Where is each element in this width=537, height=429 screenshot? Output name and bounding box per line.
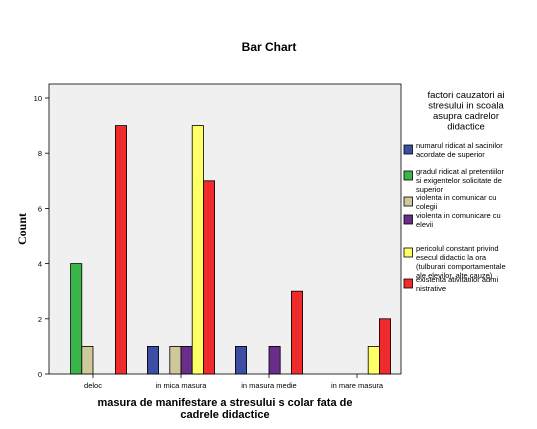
legend-label-line: numarul ridicat al sacinilor — [416, 141, 503, 150]
legend-label-line: elevii — [416, 220, 433, 229]
x-axis-label-line: masura de manifestare a stresului s cola… — [98, 397, 353, 409]
y-axis-label: Count — [15, 213, 29, 245]
bar — [234, 345, 247, 375]
x-tick-label: deloc — [84, 381, 102, 390]
legend-swatch — [403, 144, 413, 155]
y-tick-label: 4 — [38, 260, 42, 269]
legend-label-line: gradul ridicat al pretentiilor — [416, 167, 504, 176]
bar — [180, 345, 193, 375]
legend-swatch — [403, 170, 413, 181]
legend-title-line: didactice — [447, 122, 485, 133]
bar — [378, 318, 391, 375]
x-tick-label: in mare masura — [331, 381, 384, 390]
x-axis-label-line: cadrele didactice — [180, 409, 269, 421]
y-tick-label: 2 — [38, 315, 42, 324]
bar — [146, 345, 159, 375]
legend-label-line: violenta in comunicar cu — [416, 193, 496, 202]
legend-label-line: esecul didactic la ora — [416, 253, 487, 262]
y-axis: 0 2 4 6 8 10 — [34, 94, 49, 379]
legend-swatch — [403, 247, 413, 258]
bar — [115, 125, 128, 375]
x-axis: deloc in mica masura in masura medie in mar… — [84, 374, 384, 390]
y-tick-label: 0 — [38, 370, 42, 379]
legend-label-line: (tulburari comportamentale — [416, 262, 506, 271]
bar — [169, 345, 182, 375]
legend-label-line: superior — [416, 185, 444, 194]
legend-label-line: colegii — [416, 202, 438, 211]
legend-swatch — [403, 278, 413, 289]
legend-title-line: asupra cadrelor — [433, 111, 499, 122]
legend-swatch — [403, 196, 413, 207]
y-tick-label: 10 — [34, 94, 42, 103]
bar — [202, 180, 215, 375]
x-tick-label: in masura medie — [241, 381, 296, 390]
bar — [367, 345, 380, 375]
bar — [81, 345, 94, 375]
legend-label-line: nistrative — [416, 284, 446, 293]
y-tick-label: 6 — [38, 204, 42, 213]
bar — [268, 345, 281, 375]
bar — [191, 125, 204, 375]
bars — [70, 125, 391, 375]
x-tick-label: in mica masura — [156, 381, 208, 390]
bar — [70, 263, 83, 375]
legend-label-line: acordate de superior — [416, 150, 485, 159]
legend-swatch — [403, 214, 413, 225]
y-tick-label: 8 — [38, 149, 42, 158]
chart-title: Bar Chart — [242, 40, 297, 54]
legend-label-line: existenta ativitatilor admi — [416, 275, 498, 284]
legend-label-line: pericolul constant privind — [416, 244, 499, 253]
legend-label-line: violenta in comunicare cu — [416, 211, 501, 220]
legend-label-line: si exigentelor solicitate de — [416, 176, 502, 185]
legend-title-line: stresului in scoala — [428, 101, 504, 112]
legend-title-line: factori cauzatori ai — [427, 90, 504, 101]
legend-label-line: ale elevilor, alte cauze) — [416, 271, 493, 280]
bar — [290, 290, 303, 375]
plot-area — [48, 83, 402, 375]
x-axis-label: masura de manifestare a stresului s cola… — [98, 397, 353, 421]
